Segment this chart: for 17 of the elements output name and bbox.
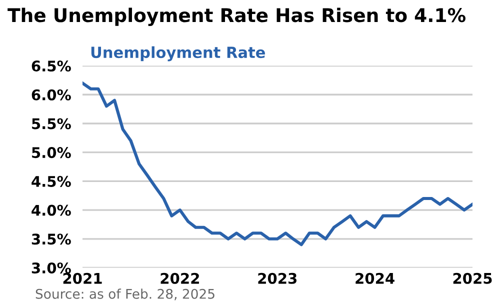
y-tick-label: 6.5% bbox=[32, 60, 71, 72]
chart-title: The Unemployment Rate Has Risen to 4.1% bbox=[8, 8, 466, 26]
x-tick-label: 2023 bbox=[258, 272, 296, 284]
y-tick-label: 4.5% bbox=[32, 176, 71, 187]
line-series bbox=[82, 82, 472, 246]
y-tick-label: 6.0% bbox=[32, 89, 71, 100]
x-tick-label: 2024 bbox=[356, 272, 394, 284]
y-tick-label: 3.5% bbox=[32, 234, 71, 245]
source-note: Source: as of Feb. 28, 2025 bbox=[36, 288, 214, 300]
y-tick-label: 3.0% bbox=[32, 262, 71, 274]
x-tick-label: 2022 bbox=[160, 272, 199, 284]
y-tick-label: 4.0% bbox=[32, 204, 71, 216]
x-tick-label: 2025 bbox=[453, 272, 492, 284]
chart-subtitle: Unemployment Rate bbox=[91, 46, 265, 62]
x-tick-label: 2021 bbox=[63, 272, 102, 284]
y-tick-label: 5.5% bbox=[32, 118, 71, 130]
y-tick-label: 5.0% bbox=[32, 147, 71, 158]
